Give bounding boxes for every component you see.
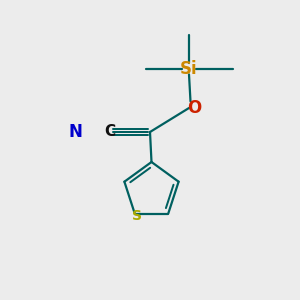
Text: O: O bbox=[187, 99, 202, 117]
Text: C: C bbox=[104, 124, 115, 140]
Text: S: S bbox=[132, 209, 142, 223]
Text: N: N bbox=[68, 123, 82, 141]
Text: Si: Si bbox=[180, 60, 198, 78]
